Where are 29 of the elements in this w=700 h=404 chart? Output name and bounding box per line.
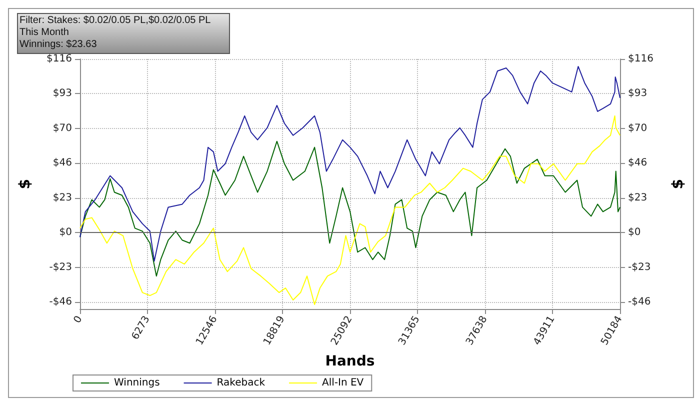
y-tick-label: -$46 [49,296,72,308]
y2-tick-label: $23 [628,192,648,204]
line-series [80,140,620,277]
legend-label: All-In EV [322,378,364,388]
x-tick-label: 0 [72,314,85,326]
legend-label: Winnings [114,378,160,388]
y2-tick-label: $0 [628,227,641,238]
y2-tick-label: -$46 [628,296,651,308]
y-tick-label: $70 [52,122,72,134]
line-series [80,66,620,262]
text: Winnings: $23.63 [20,39,98,50]
y-tick-label: $93 [52,88,72,100]
y-tick-label: $23 [52,192,72,204]
y2-tick-label: $93 [628,88,648,100]
y2-tick-label: $116 [628,54,654,64]
y-tick-label: $0 [59,227,72,238]
y-tick-label: $46 [52,158,72,169]
y-axis-title: $ [16,178,34,190]
x-axis-title: Hands [325,354,375,370]
y2-tick-label: $46 [628,158,648,169]
legend-label: Rakeback [216,378,266,388]
y2-tick-label: $70 [628,122,648,134]
line-series [80,115,620,306]
text: Filter: Stakes: $0.02/0.05 PL,$0.02/0.05 PL [20,15,212,26]
y2-tick-label: -$23 [628,262,651,273]
y-tick-label: -$23 [49,262,72,273]
y2-axis-title: $ [668,178,686,190]
text: This Month [20,27,69,38]
y-tick-label: $116 [46,54,72,64]
